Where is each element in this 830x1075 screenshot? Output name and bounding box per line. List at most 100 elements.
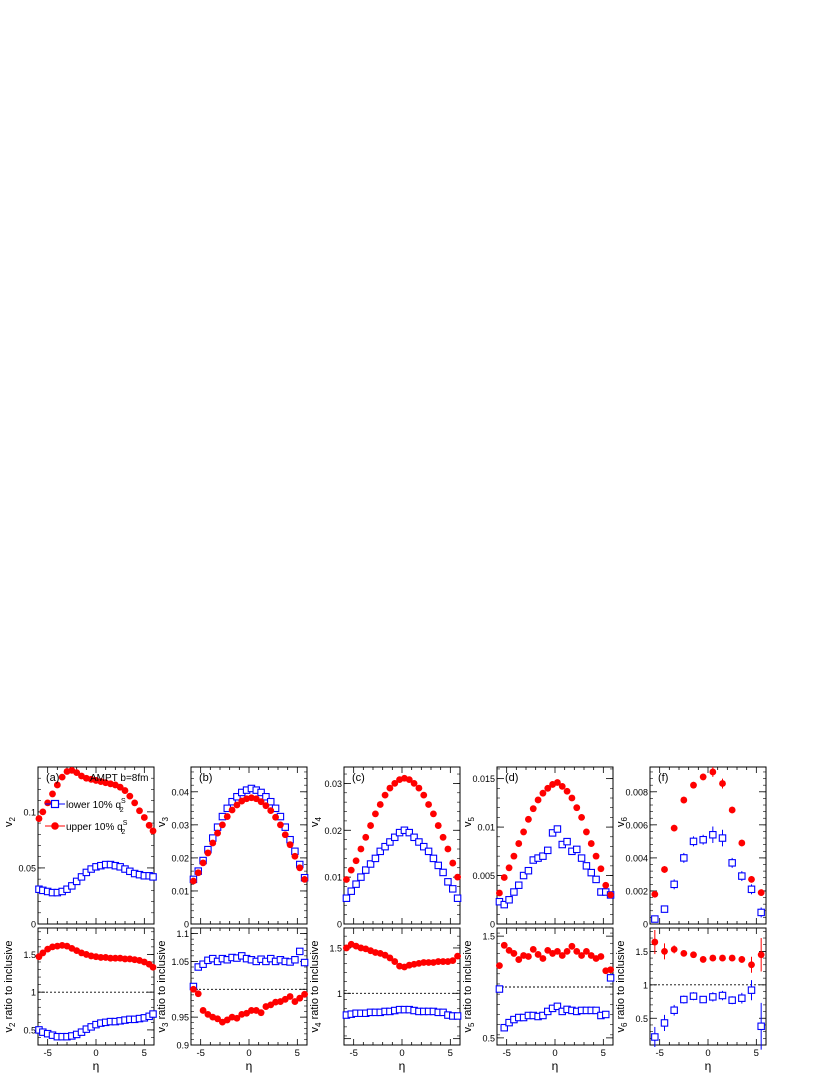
panel-b-main-point-upper xyxy=(262,802,270,810)
panel-c-ratio-ytick-label: 1 xyxy=(337,989,342,999)
panel-d-ratio-ylabel: v5 ratio to inclusive xyxy=(462,941,476,1033)
panel-d-main-point-upper xyxy=(554,779,561,786)
panel-b-main-ytick-label: 0.03 xyxy=(171,820,189,830)
panel-f-ratio-point-lower xyxy=(680,995,688,1004)
panel-d-ratio-point-upper xyxy=(539,955,547,962)
panel-d-main-ytick-label: 0.005 xyxy=(472,871,495,881)
panel-f-main-point-upper xyxy=(651,890,659,898)
panel-d-ratio-point-upper xyxy=(554,948,561,955)
panel-d-ratio-point-upper xyxy=(573,948,581,955)
panel-d-ratio-point-lower xyxy=(500,1023,508,1032)
panel-b-main-ytick-label: 0.02 xyxy=(171,853,189,863)
panel-b-ratio-ytick-label: 1.1 xyxy=(176,929,189,939)
panel-f-main-frame xyxy=(649,766,767,925)
panel-c-main-point-upper xyxy=(415,784,423,792)
panel-f-main-point-upper xyxy=(738,839,746,847)
panel-b-main-point-upper xyxy=(228,806,236,814)
panel-c-main-point-lower xyxy=(371,854,380,863)
panel-c-main-point-upper xyxy=(405,776,413,784)
panel-c-main-ytick-label: 0.01 xyxy=(324,873,342,883)
panel-a-xlabel: η xyxy=(93,1059,100,1073)
panel-d-main-point-lower xyxy=(510,888,518,896)
panel-d-main-point-lower xyxy=(539,852,547,860)
legend-entry-lower: lower 10% qS 2 xyxy=(45,798,126,814)
panel-d-main-point-upper xyxy=(525,815,532,823)
panel-f-ratio-point-upper xyxy=(670,945,678,953)
panel-c-main-point-upper xyxy=(357,845,365,853)
panel-f-ratio-ytick-label: 1 xyxy=(643,980,648,990)
panel-b-main-point-upper xyxy=(281,831,289,839)
legend: lower 10% qS 2 upper 10% qS 2 xyxy=(45,798,128,836)
panel-d-main-point-upper xyxy=(578,813,585,821)
panel-f-main-point-upper xyxy=(690,781,697,789)
panel-f-ratio-point-upper xyxy=(757,951,765,959)
panel-c-ratio-point-upper xyxy=(449,957,457,965)
panel-a-main-point-lower xyxy=(149,873,157,881)
panel-b-ratio-point-upper xyxy=(301,990,308,998)
panel-c-main-point-lower xyxy=(429,854,438,863)
panel-a-main-ytick-label: 0.05 xyxy=(18,863,36,873)
panel-d-ratio-frame xyxy=(496,927,614,1046)
panel-f-main-point-upper xyxy=(680,796,688,804)
panel-c-main-point-lower xyxy=(424,847,433,856)
panel-c-main-point-upper xyxy=(420,791,428,799)
panel-f-main-point-lower xyxy=(670,880,678,889)
legend-label-upper-sup: S xyxy=(123,820,128,827)
panel-b-main-point-upper xyxy=(277,821,284,829)
legend-label-upper-sub: 2 xyxy=(121,829,125,836)
panel-a-ratio-point-upper xyxy=(107,954,114,962)
panel-f-ratio-point-upper xyxy=(661,948,668,955)
panel-f-ratio-point-lower xyxy=(699,995,707,1004)
panel-d-ratio-point-upper xyxy=(534,951,542,958)
panel-a-ylabel: v2 xyxy=(3,816,17,827)
panel-a-main-point-upper xyxy=(116,783,124,791)
panel-c-main-point-upper xyxy=(352,857,360,865)
panel-b-ratio-point-upper xyxy=(233,1014,241,1022)
panel-c-ratio-point-upper xyxy=(439,958,447,965)
panel-d-main-point-lower xyxy=(519,871,528,880)
panel-a-main-point-upper xyxy=(73,769,81,777)
panel-a-label: (a) xyxy=(46,772,59,784)
panel-f-main-ytick-label: 0.006 xyxy=(625,820,648,830)
panel-a-ratio-point-lower xyxy=(149,1010,157,1018)
panel-c-ratio-point-lower xyxy=(453,1012,462,1020)
panel-d-ratio-point-upper xyxy=(496,962,503,970)
panel-d-xlabel: η xyxy=(552,1059,559,1073)
legend-label-upper: upper 10% q xyxy=(66,822,123,833)
panel-d-main-point-upper xyxy=(602,881,610,889)
panel-f-main-point-upper xyxy=(709,768,717,776)
panel-d-xtick-label: -5 xyxy=(502,1048,510,1059)
panel-d-ratio-point-upper xyxy=(510,950,518,957)
panel-a-main-point-upper xyxy=(126,792,134,800)
panel-f-ratio-ytick-label: 1.5 xyxy=(635,947,648,957)
panel-b-main-point-upper xyxy=(204,849,212,857)
panel-f-main-point-lower xyxy=(728,859,736,867)
legend-label-lower-sup: S xyxy=(121,798,126,805)
panel-d-ratio-point-upper xyxy=(505,946,513,954)
legend-label-lower-sub: 2 xyxy=(120,807,124,814)
panel-d-main-point-upper xyxy=(534,796,542,804)
annotation-text: AMPT b=8fm xyxy=(90,773,148,784)
panel-c-main-point-lower xyxy=(415,838,423,846)
panel-d-xtick-label: 5 xyxy=(601,1048,606,1059)
panel-b-ratio-ytick-label: 0.9 xyxy=(176,1041,189,1051)
panel-d-ratio-point-upper xyxy=(558,952,566,959)
panel-f-main-point-lower xyxy=(651,915,659,923)
panel-b-main-point-upper xyxy=(296,864,304,872)
panel-b-xtick-label: 5 xyxy=(295,1048,300,1059)
panel-c-label: (c) xyxy=(352,772,365,784)
panel-f-ratio-point-upper xyxy=(738,956,746,963)
panel-f-ratio-point-upper xyxy=(651,938,659,946)
panel-c-ratio-point-upper xyxy=(420,959,428,966)
panel-b-main-point-lower xyxy=(233,792,241,801)
panel-c-main-point-lower xyxy=(347,887,355,895)
panel-f-ratio-point-lower xyxy=(670,1006,678,1014)
panel-c-ratio-point-upper xyxy=(386,954,394,962)
panel-d-main-point-lower xyxy=(500,900,508,909)
panel-a-xtick-label: 5 xyxy=(142,1048,147,1059)
panel-d-main-point-lower xyxy=(572,845,581,854)
panel-c-xlabel: η xyxy=(399,1059,406,1073)
panel-b-ratio-ylabel: v3 ratio to inclusive xyxy=(156,941,170,1033)
panel-a-main-ytick-label: 0.1 xyxy=(23,807,36,817)
